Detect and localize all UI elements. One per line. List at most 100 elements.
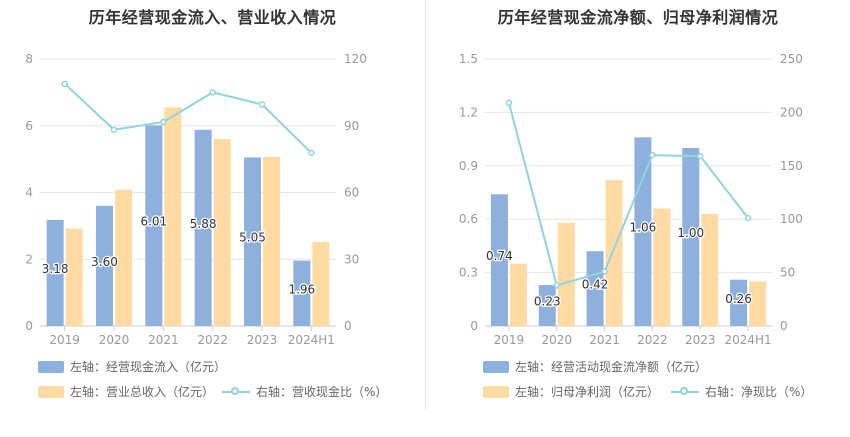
bar-blue [244,157,261,326]
bar-orange [701,213,719,326]
bar-data-label: 0.26 [725,292,752,306]
x-tick-label: 2023 [685,333,716,347]
bar-orange [65,228,83,326]
bar-blue [634,137,652,326]
bar-data-label: 0.42 [582,278,609,292]
bar-orange [164,107,182,326]
legend-label: 左轴：营业总收入（亿元） [70,385,215,399]
line-series [63,82,313,154]
legend-label: 左轴：归母净利润（亿元） [515,385,660,399]
x-tick-label: 2019 [494,333,525,347]
legend-swatch-blue [483,360,509,373]
legend-line-marker [222,386,250,398]
y-left-tick-label: 0.3 [459,266,478,280]
y-left-tick-label: 6 [25,119,33,133]
bar-data-label: 3.18 [42,262,69,276]
bar-blue [490,194,508,326]
legend-item-net-cash[interactable]: 左轴：经营活动现金流净额（亿元） [483,358,707,375]
chart-title: 历年经营现金流净额、归母净利润情况 [497,8,779,27]
x-tick-label: 2022 [197,333,228,347]
bar-data-label: 0.23 [534,295,561,309]
legend-swatch-orange [483,385,509,398]
bar-data-label: 1.00 [677,226,704,240]
chart-panel-cash-inflow: 历年经营现金流入、营业收入情况 0 2 4 6 8 0 30 60 90 120 2019 2020 2… [25,8,387,400]
bar-orange [509,263,527,326]
y-left-tick-label: 0.6 [459,212,478,226]
bar-orange [653,208,671,326]
y-left-tick-label: 4 [25,186,33,200]
bar-blue [46,219,64,326]
x-tick-label: 2022 [637,333,668,347]
legend-label: 左轴：经营现金流入（亿元） [70,360,227,374]
y-right-tick-label: 90 [344,119,359,133]
x-tick-label: 2021 [148,333,179,347]
y-left-tick-label: 0 [25,319,33,333]
bar-blue [145,125,163,326]
bar-orange [749,281,767,326]
chart-svg: 0 2 4 6 8 0 30 60 90 120 2019 2020 2021 2022 2023 2024H… [25,52,367,347]
line-point [553,282,560,289]
bar-orange [557,222,575,326]
y-left-tick-label: 0.9 [459,159,478,173]
x-tick-label: 2019 [49,333,80,347]
bar-blue [96,205,113,326]
legend-item-revenue[interactable]: 左轴：营业总收入（亿元） [38,383,214,400]
legend-label: 左轴：经营活动现金流净额（亿元） [515,360,708,374]
x-tick-label: 2020 [541,333,572,347]
line-point [110,126,118,134]
line-point [744,214,752,222]
y-left-tick-label: 8 [25,52,33,66]
legend-item-cash-inflow[interactable]: 左轴：经营现金流入（亿元） [38,358,226,375]
chart-panel-net-cash: 历年经营现金流净额、归母净利润情况 0 0.3 0.6 0.9 1.2 1.5 0 50 100… [426,0,850,437]
x-tick-label: 2020 [99,333,130,347]
line-point [505,99,513,107]
chart-title: 历年经营现金流入、营业收入情况 [88,8,337,27]
bar-blue [730,279,748,326]
legend-swatch-orange [38,385,64,398]
y-left-tick-label: 1.2 [459,105,478,119]
y-left-tick-label: 2 [25,252,33,266]
y-right-tick-label: 150 [780,159,803,173]
legend-item-net-profit[interactable]: 左轴：归母净利润（亿元） [483,383,659,400]
line-point [601,268,608,275]
y-right-tick-label: 0 [344,319,352,333]
y-left-tick-label: 0 [470,319,478,333]
line-point [308,149,315,157]
bar-orange [213,139,231,326]
bar-data-label: 0.74 [486,249,513,263]
line-point [209,89,216,96]
bar-data-label: 5.88 [190,217,217,231]
bar-blue [682,148,700,326]
bar-orange [115,189,132,326]
bar-data-label: 5.05 [239,231,266,245]
legend-swatch-blue [38,360,64,373]
bar-data-label: 1.96 [288,282,315,296]
legend-item-net-cash-ratio[interactable]: 右轴：净现比（%） [671,383,812,400]
y-right-tick-label: 100 [780,212,803,226]
y-right-tick-label: 60 [344,186,359,200]
x-tick-label: 2023 [247,333,278,347]
bar-data-label: 1.06 [630,221,657,235]
legend-item-cash-ratio[interactable]: 右轴：营收现金比（%） [222,383,387,400]
line-point [649,151,656,159]
line-point [61,80,68,87]
x-tick-label: 2021 [589,333,620,347]
legend-label: 右轴：营收现金比（%） [256,385,388,399]
chart-svg: 0 0.3 0.6 0.9 1.2 1.5 0 50 100 150 200 250 2019 2020 2… [459,52,803,347]
legend-label: 右轴：净现比（%） [705,385,813,399]
bar-blue [538,285,556,326]
y-right-tick-label: 30 [344,252,359,266]
bar-orange [312,241,330,326]
bar-blue [293,260,311,326]
y-right-tick-label: 0 [780,319,788,333]
bar-orange [263,156,280,326]
x-tick-label: 2024H1 [288,333,335,347]
line-point [258,101,266,108]
legend-line-marker [671,386,699,398]
bar-blue [194,129,212,326]
y-right-tick-label: 250 [780,52,803,66]
line-series [507,102,749,287]
bar-data-label: 6.01 [140,215,167,229]
panel-divider [425,0,426,410]
y-right-tick-label: 120 [344,52,367,66]
